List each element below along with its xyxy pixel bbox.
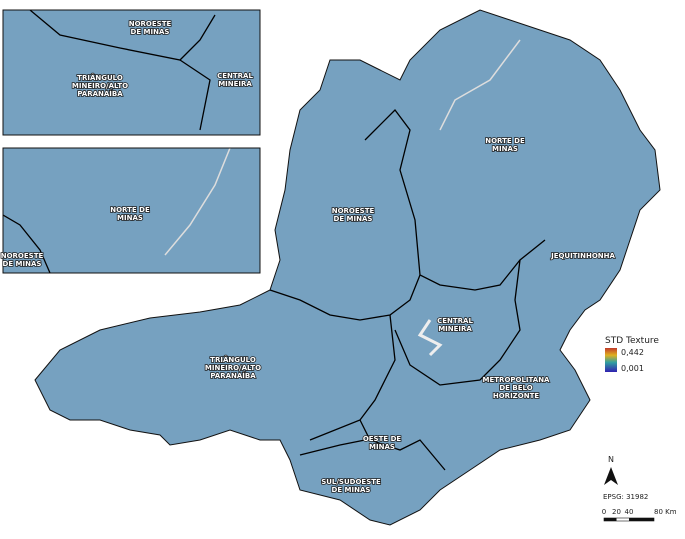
crs: EPSG: 31982: [603, 493, 648, 501]
north-arrow: N: [604, 455, 618, 485]
label-line: NORTE DE: [485, 137, 525, 145]
label-line: NORTE DE: [110, 206, 150, 214]
legend-min: 0,001: [621, 364, 644, 373]
label-line: METROPOLITANA: [483, 376, 551, 384]
scale-bar: 0 20 40 80 Km: [602, 508, 677, 522]
label-line: TRIÂNGULO: [77, 73, 123, 82]
label-line: TRIÂNGULO: [210, 355, 256, 364]
label-line: CENTRAL: [437, 317, 473, 325]
label-line: MINAS: [117, 214, 143, 222]
label-line: DE MINAS: [332, 486, 371, 494]
label-line: MINEIRA: [438, 325, 472, 333]
legend-title: STD Texture: [605, 336, 659, 346]
label-line: PARANAÍBA: [210, 371, 256, 380]
label-line: MINEIRO/ALTO: [72, 82, 128, 90]
inset-1: [2, 9, 261, 136]
legend-max: 0,442: [621, 348, 644, 357]
label-line: MINAS: [369, 443, 395, 451]
label-line: DE MINAS: [131, 28, 170, 36]
region-label: JEQUITINHONHA: [549, 251, 616, 261]
label-line: HORIZONTE: [493, 392, 539, 400]
label-line: OESTE DE: [363, 435, 402, 443]
legend: STD Texture 0,442 0,001: [605, 336, 659, 373]
label-line: MINEIRO/ALTO: [205, 364, 261, 372]
scale-label: 40: [625, 508, 634, 516]
legend-ramp: [605, 348, 617, 372]
label-line: PARANAÍBA: [77, 89, 123, 98]
label-line: MINAS: [492, 145, 518, 153]
label-line: JEQUITINHONHA: [550, 252, 615, 260]
label-line: DE MINAS: [334, 215, 373, 223]
scale-label: 20: [612, 508, 621, 516]
label-line: SUL/SUDOESTE: [321, 478, 381, 486]
scale-label: 80 Km: [654, 508, 677, 516]
label-line: CENTRAL: [217, 72, 253, 80]
label-line: MINEIRA: [218, 80, 252, 88]
label-line: NOROESTE: [129, 20, 172, 28]
label-line: DE BELO: [499, 384, 532, 392]
label-line: NOROESTE: [1, 252, 44, 260]
label-line: NOROESTE: [332, 207, 375, 215]
label-line: DE MINAS: [3, 260, 42, 268]
scale-label: 0: [602, 508, 606, 516]
north-label: N: [608, 455, 614, 464]
inset-2: [2, 147, 261, 274]
